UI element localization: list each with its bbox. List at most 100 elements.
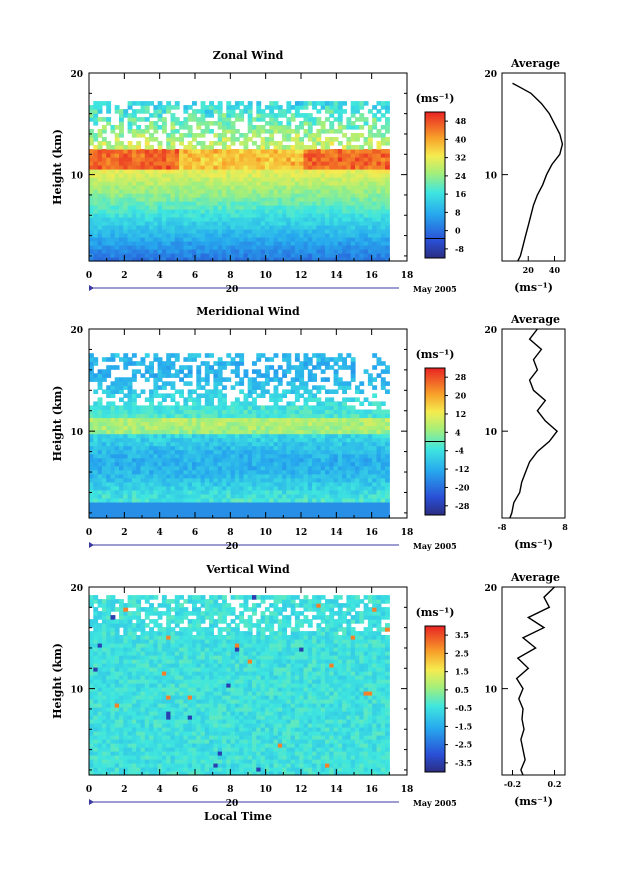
heatmap-cell: [217, 481, 223, 487]
heatmap-cell: [183, 229, 189, 234]
heatmap-cell: [376, 153, 382, 158]
heatmap-cell: [333, 405, 339, 410]
heatmap-cell: [101, 169, 107, 174]
heatmap-cell: [312, 445, 317, 451]
heatmap-cell: [359, 185, 365, 190]
heatmap-cell: [196, 249, 202, 254]
heatmap-cell: [192, 421, 197, 427]
heatmap-cell: [363, 213, 369, 218]
heatmap-cell: [119, 129, 124, 134]
heatmap-cell: [286, 197, 292, 202]
heatmap-cell: [286, 137, 292, 142]
heatmap-cell: [153, 205, 159, 210]
heatmap-cell: [277, 501, 283, 507]
heatmap-cell: [333, 469, 339, 475]
heatmap-cell: [316, 121, 322, 126]
heatmap-cell: [136, 405, 142, 410]
heatmap-cell: [187, 485, 193, 491]
heatmap-cell: [230, 469, 236, 475]
heatmap-cell: [299, 125, 305, 130]
heatmap-cell: [149, 433, 154, 439]
heatmap-cell: [183, 425, 189, 431]
heatmap-cell: [179, 393, 184, 398]
heatmap-cell: [385, 137, 390, 142]
heatmap-cell: [114, 477, 120, 483]
heatmap-cell: [355, 437, 360, 443]
heatmap-cell: [277, 445, 283, 451]
heatmap-cell: [337, 409, 343, 415]
heatmap-cell: [307, 217, 313, 222]
heatmap-cell: [106, 145, 112, 150]
heatmap-cell: [179, 225, 184, 230]
heatmap-cell: [273, 185, 279, 190]
heatmap-cell: [187, 469, 193, 475]
heatmap-cell: [192, 233, 197, 238]
heatmap-cell: [367, 505, 373, 511]
heatmap-cell: [333, 429, 339, 435]
heatmap-cell: [119, 161, 124, 166]
heatmap-cell: [359, 237, 365, 242]
heatmap-cell: [230, 489, 236, 495]
heatmap-cell: [376, 109, 382, 114]
heatmap-cell: [204, 501, 210, 507]
heatmap-cell: [183, 213, 189, 218]
heatmap-cell: [329, 137, 335, 142]
heatmap-cell: [170, 253, 176, 258]
heatmap-cell: [299, 233, 305, 238]
heatmap-cell: [320, 249, 326, 254]
heatmap-cell: [183, 121, 189, 126]
heatmap-cell: [350, 405, 356, 410]
heatmap-cell: [256, 445, 262, 451]
heatmap-cell: [183, 477, 189, 483]
heatmap-cell: [269, 253, 275, 258]
heatmap-cell: [230, 510, 236, 515]
heatmap-cell: [166, 241, 172, 246]
heatmap-cell: [101, 413, 107, 419]
heatmap-cell: [359, 205, 365, 210]
heatmap-cell: [359, 189, 365, 194]
heatmap-cell: [294, 133, 300, 138]
heatmap-cell: [303, 453, 309, 459]
heatmap-cell: [234, 409, 240, 415]
heatmap-cell: [123, 505, 129, 511]
heatmap-cell: [179, 497, 184, 503]
heatmap-cell: [101, 137, 107, 142]
heatmap-cell: [106, 257, 112, 262]
heatmap-cell: [222, 465, 227, 471]
heatmap-cell: [123, 413, 129, 419]
heatmap-cell: [372, 197, 378, 202]
heatmap-cell: [264, 121, 270, 126]
heatmap-cell: [192, 177, 197, 182]
heatmap-cell: [106, 481, 112, 487]
heatmap-cell: [359, 217, 365, 222]
heatmap-cell: [170, 169, 176, 174]
heatmap-cell: [166, 469, 172, 475]
heatmap-cell: [131, 369, 137, 374]
heatmap-cell: [200, 229, 206, 234]
heatmap-cell: [106, 117, 112, 122]
heatmap-cell: [101, 405, 107, 410]
heatmap-cell: [196, 473, 202, 479]
heatmap-cell: [359, 401, 365, 406]
date-day-label: 20: [226, 285, 239, 295]
heatmap-cell: [312, 245, 317, 250]
heatmap-cell: [350, 189, 356, 194]
heatmap-cell: [277, 413, 283, 419]
heatmap-cell: [97, 493, 103, 499]
heatmap-cell: [372, 365, 378, 370]
heatmap-cell: [260, 181, 266, 186]
heatmap-cell: [294, 465, 300, 471]
heatmap-cell: [333, 249, 339, 254]
heatmap-cell: [110, 493, 116, 499]
heatmap-cell: [333, 373, 339, 378]
heatmap-cell: [312, 165, 317, 170]
heatmap-cell: [299, 229, 305, 234]
heatmap-cell: [243, 245, 249, 250]
heatmap-cell: [127, 389, 133, 394]
heatmap-cell: [282, 413, 287, 419]
heatmap-cell: [234, 189, 240, 194]
heatmap-cell: [346, 249, 352, 254]
heatmap-cell: [101, 373, 107, 378]
heatmap-cell: [256, 393, 262, 398]
heatmap-cell: [110, 189, 116, 194]
